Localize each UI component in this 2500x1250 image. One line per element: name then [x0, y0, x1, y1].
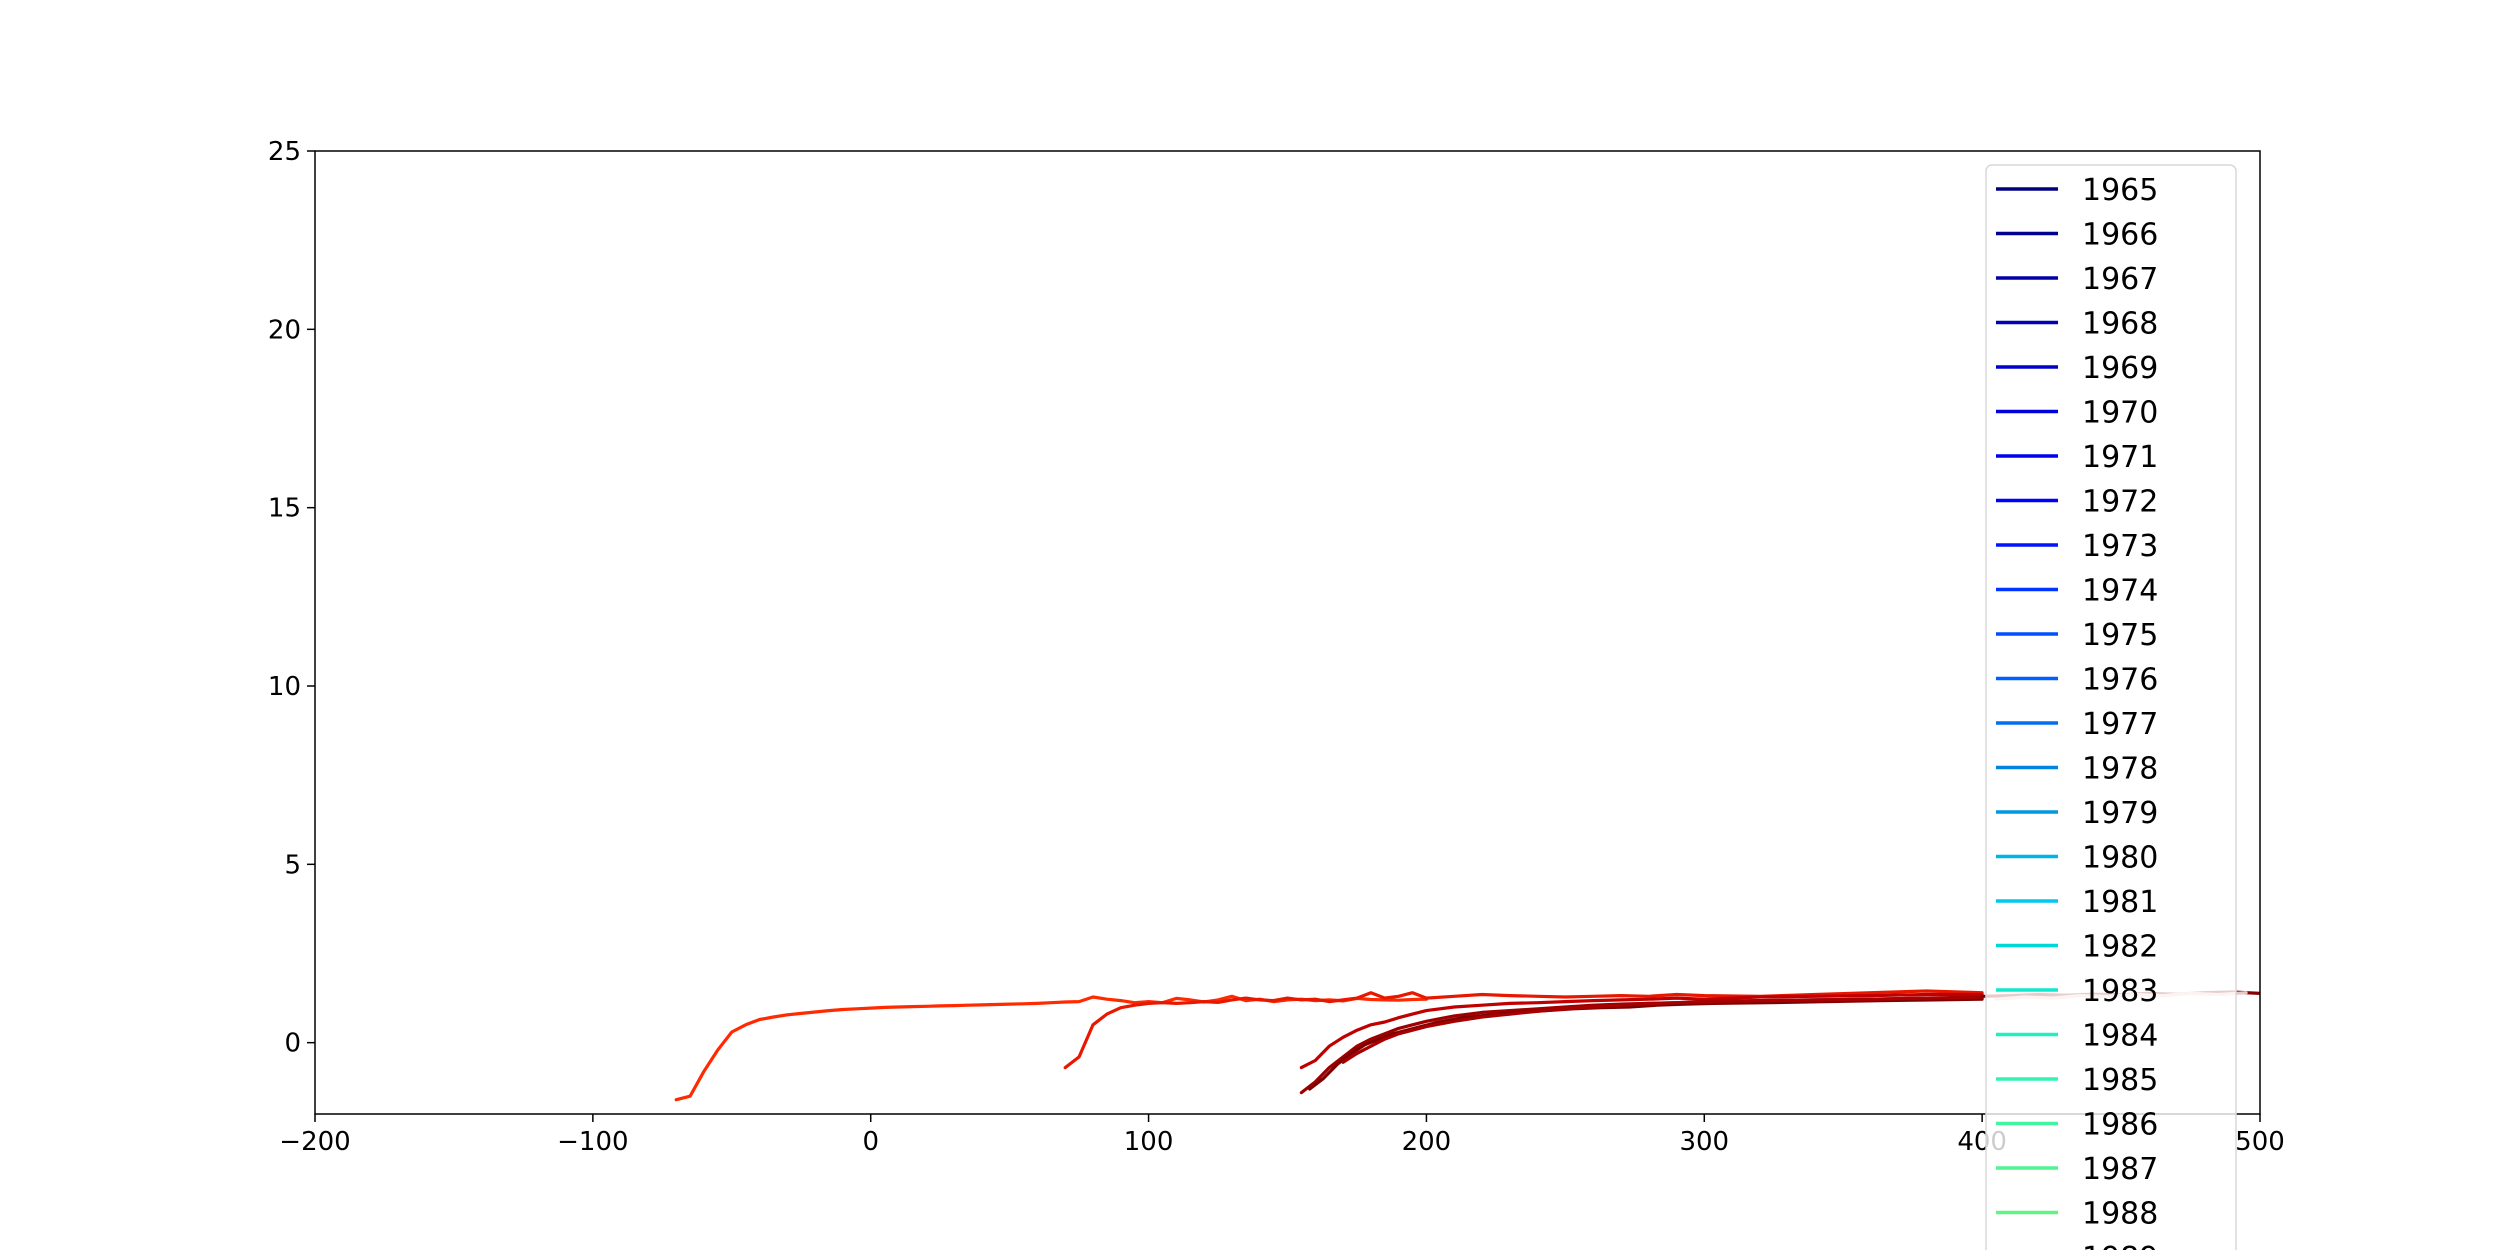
- legend-label: 1976: [2082, 663, 2158, 698]
- y-tick-label: 20: [268, 315, 301, 345]
- legend-label: 1975: [2082, 618, 2158, 653]
- legend-label: 1980: [2082, 841, 2158, 876]
- legend-label: 1977: [2082, 707, 2158, 742]
- legend-label: 1983: [2082, 974, 2158, 1009]
- legend-label: 1981: [2082, 885, 2158, 920]
- y-tick-label: 5: [284, 850, 301, 880]
- x-tick-label: 200: [1402, 1127, 1452, 1157]
- legend-label: 1966: [2082, 218, 2158, 253]
- x-tick-label: 100: [1124, 1127, 1174, 1157]
- legend-label: 1982: [2082, 930, 2158, 965]
- x-axis: −200 −100 0 100 200 300 400 500: [279, 1114, 2285, 1157]
- series-line-2: [1299, 992, 1984, 1070]
- legend-label: 1971: [2082, 440, 2158, 475]
- legend-label: 1987: [2082, 1152, 2158, 1187]
- series-line-1: [1063, 989, 1984, 1070]
- legend-label: 1979: [2082, 796, 2158, 831]
- legend-label: 1969: [2082, 351, 2158, 386]
- legend-label: 1988: [2082, 1197, 2158, 1232]
- legend: 1965 1966 1967 1968 1969 1970 1971 1972 1973 1974…: [1985, 164, 2237, 1250]
- y-tick-label: 25: [268, 137, 301, 167]
- y-tick-label: 10: [268, 672, 301, 702]
- series-lines: [674, 989, 2260, 1102]
- legend-label: 1978: [2082, 752, 2158, 787]
- legend-label: 1985: [2082, 1063, 2158, 1098]
- legend-label: 1968: [2082, 307, 2158, 342]
- series-line-3: [1299, 996, 1984, 1095]
- series-line-4: [1308, 997, 1984, 1091]
- legend-label: 1972: [2082, 485, 2158, 520]
- series-line-5: [1341, 995, 1984, 1064]
- y-tick-label: 0: [284, 1029, 301, 1059]
- legend-label: 1970: [2082, 396, 2158, 431]
- x-tick-label: 0: [862, 1127, 879, 1157]
- y-tick-label: 15: [268, 494, 301, 524]
- plot-frame: [314, 150, 2261, 1115]
- y-axis: 0 5 10 15 20 25: [268, 137, 315, 1059]
- legend-label: 1989: [2082, 1241, 2158, 1250]
- x-tick-label: −200: [279, 1127, 350, 1157]
- legend-label: 1984: [2082, 1019, 2158, 1054]
- x-tick-label: 500: [2235, 1127, 2285, 1157]
- legend-label: 1967: [2082, 262, 2158, 297]
- legend-label: 1965: [2082, 173, 2158, 208]
- x-tick-label: 300: [1679, 1127, 1729, 1157]
- legend-label: 1986: [2082, 1108, 2158, 1143]
- legend-label: 1974: [2082, 574, 2158, 609]
- legend-label: 1973: [2082, 529, 2158, 564]
- legend-box: [1985, 164, 2237, 1250]
- x-tick-label: −100: [557, 1127, 628, 1157]
